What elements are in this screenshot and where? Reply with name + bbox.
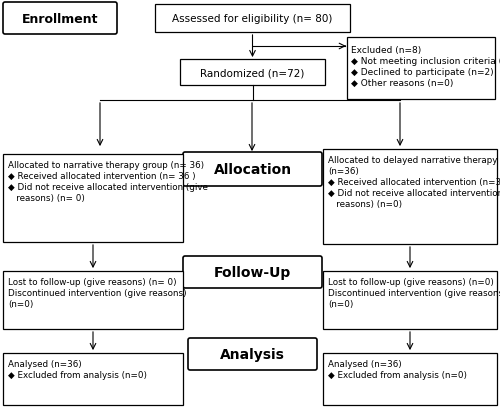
FancyBboxPatch shape xyxy=(183,256,322,288)
FancyBboxPatch shape xyxy=(155,5,350,33)
Text: Follow-Up: Follow-Up xyxy=(214,266,291,279)
Text: Randomized (n=72): Randomized (n=72) xyxy=(200,68,304,78)
Text: Assessed for eligibility (n= 80): Assessed for eligibility (n= 80) xyxy=(172,14,332,24)
FancyBboxPatch shape xyxy=(188,338,317,370)
Text: Allocated to narrative therapy group (n= 36)
◆ Received allocated intervention (: Allocated to narrative therapy group (n=… xyxy=(8,161,208,203)
Text: Enrollment: Enrollment xyxy=(22,12,98,26)
FancyBboxPatch shape xyxy=(323,271,497,329)
FancyBboxPatch shape xyxy=(323,353,497,405)
Text: Analysis: Analysis xyxy=(220,347,285,361)
Text: Lost to follow-up (give reasons) (n=0)
Discontinued intervention (give reasons)
: Lost to follow-up (give reasons) (n=0) D… xyxy=(328,277,500,309)
Text: Allocation: Allocation xyxy=(214,163,292,177)
FancyBboxPatch shape xyxy=(323,150,497,244)
FancyBboxPatch shape xyxy=(183,153,322,187)
Text: Allocated to delayed narrative therapy  group
(n=36)
◆ Received allocated interv: Allocated to delayed narrative therapy g… xyxy=(328,156,500,209)
Text: Excluded (n=8)
◆ Not meeting inclusion criteria (n=6)
◆ Declined to participate : Excluded (n=8) ◆ Not meeting inclusion c… xyxy=(351,46,500,88)
Text: Analysed (n=36)
◆ Excluded from analysis (n=0): Analysed (n=36) ◆ Excluded from analysis… xyxy=(328,359,467,379)
FancyBboxPatch shape xyxy=(180,60,325,86)
FancyBboxPatch shape xyxy=(3,3,117,35)
Text: Lost to follow-up (give reasons) (n= 0)
Discontinued intervention (give reasons): Lost to follow-up (give reasons) (n= 0) … xyxy=(8,277,186,309)
FancyBboxPatch shape xyxy=(3,353,183,405)
FancyBboxPatch shape xyxy=(3,271,183,329)
FancyBboxPatch shape xyxy=(3,154,183,242)
Text: Analysed (n=36)
◆ Excluded from analysis (n=0): Analysed (n=36) ◆ Excluded from analysis… xyxy=(8,359,147,379)
FancyBboxPatch shape xyxy=(347,38,495,100)
